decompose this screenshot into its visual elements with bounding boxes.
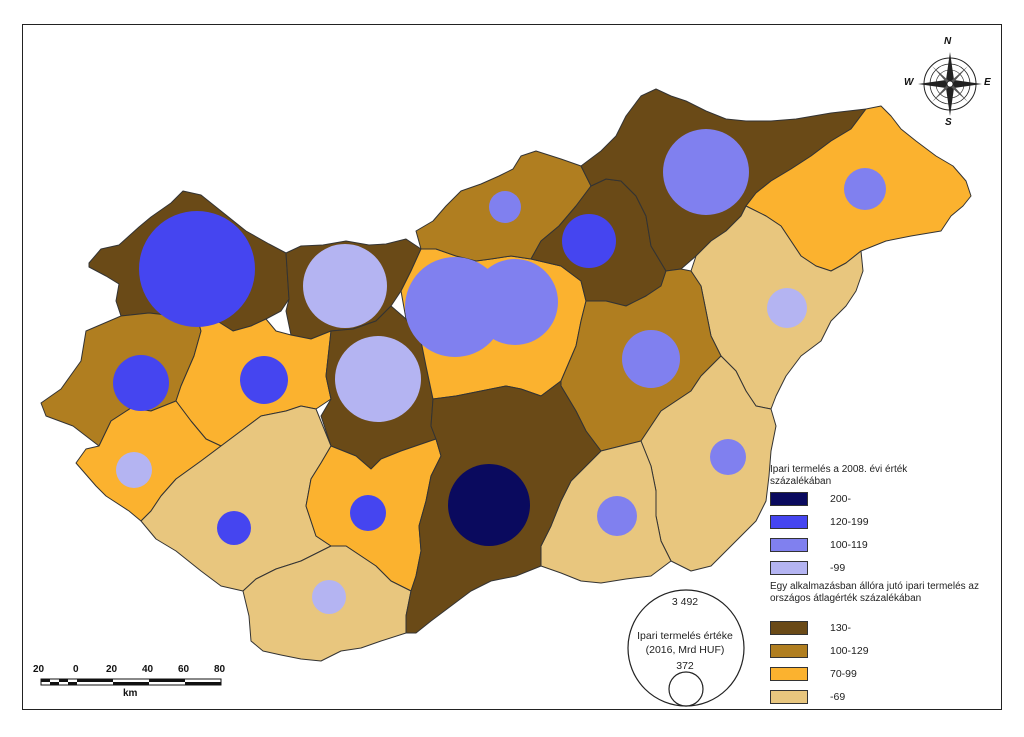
productivity-legend-item: 130- <box>770 621 970 635</box>
production-bubble <box>303 244 387 328</box>
size-legend-title-line1: Ipari termelés értéke <box>637 630 733 642</box>
growth-swatch-3 <box>770 561 808 575</box>
production-bubble <box>767 288 807 328</box>
production-bubble <box>663 129 749 215</box>
growth-swatch-2 <box>770 538 808 552</box>
growth-legend-item: 200- <box>770 492 970 506</box>
scale-tick-label: 20 <box>106 664 118 675</box>
productivity-label-3: -69 <box>830 691 846 703</box>
production-bubble <box>312 580 346 614</box>
productivity-legend-item: 100-129 <box>770 644 970 658</box>
production-bubble <box>139 211 255 327</box>
growth-legend-item: -99 <box>770 561 970 575</box>
production-bubble <box>844 168 886 210</box>
size-legend-title-line2: (2016, Mrd HUF) <box>645 644 725 656</box>
productivity-swatch-1 <box>770 644 808 658</box>
production-bubble <box>113 355 169 411</box>
growth-legend-title: Ipari termelés a 2008. évi érték százalé… <box>770 464 908 487</box>
production-bubble <box>562 214 616 268</box>
production-bubble <box>217 511 251 545</box>
productivity-legend-item: -69 <box>770 690 970 704</box>
scale-tick-label: 60 <box>178 664 190 675</box>
productivity-swatch-3 <box>770 690 808 704</box>
productivity-swatch-2 <box>770 667 808 681</box>
size-legend-small-circle <box>668 671 704 707</box>
scale-unit-label: km <box>123 688 138 699</box>
production-bubble <box>240 356 288 404</box>
scale-tick-label: 40 <box>142 664 154 675</box>
size-legend-min-value: 372 <box>676 660 694 672</box>
growth-swatch-0 <box>770 492 808 506</box>
production-bubble <box>350 495 386 531</box>
compass-east-label: E <box>984 77 991 88</box>
production-bubble <box>622 330 680 388</box>
bubble-layer <box>113 129 886 614</box>
productivity-legend-item: 70-99 <box>770 667 970 681</box>
growth-label-3: -99 <box>830 562 846 574</box>
growth-legend-item: 120-199 <box>770 515 970 529</box>
production-bubble <box>710 439 746 475</box>
productivity-label-2: 70-99 <box>830 668 857 680</box>
productivity-label-1: 100-129 <box>830 645 869 657</box>
scale-tick-label: 20 <box>33 664 45 675</box>
growth-label-0: 200- <box>830 493 852 505</box>
scale-bar <box>40 678 222 686</box>
compass-north-label: N <box>944 36 952 47</box>
production-bubble <box>448 464 530 546</box>
growth-label-1: 120-199 <box>830 516 869 528</box>
scale-tick-label: 0 <box>73 664 79 675</box>
growth-swatch-1 <box>770 515 808 529</box>
productivity-legend-title: Egy alkalmazásban állóra jutó ipari term… <box>770 581 979 604</box>
growth-legend-item: 100-119 <box>770 538 970 552</box>
production-bubble <box>472 259 558 345</box>
productivity-label-0: 130- <box>830 622 852 634</box>
compass-rose-icon <box>918 52 982 116</box>
map-frame <box>22 24 1002 710</box>
compass-west-label: W <box>904 77 914 88</box>
size-legend-max-value: 3 492 <box>671 596 699 608</box>
map-canvas <box>40 52 982 707</box>
production-bubble <box>335 336 421 422</box>
county-layer <box>40 88 972 662</box>
compass-south-label: S <box>945 117 952 128</box>
production-bubble <box>597 496 637 536</box>
productivity-swatch-0 <box>770 621 808 635</box>
size-legend <box>627 589 745 707</box>
growth-label-2: 100-119 <box>830 539 868 551</box>
production-bubble <box>116 452 152 488</box>
production-bubble <box>489 191 521 223</box>
scale-tick-label: 80 <box>214 664 226 675</box>
